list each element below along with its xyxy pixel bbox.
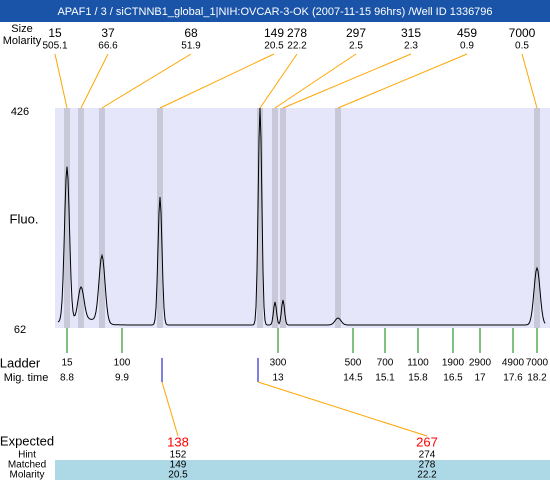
hint-label: Hint <box>18 450 36 461</box>
y-bottom-label: 62 <box>14 324 26 336</box>
peak-size: 7000 <box>509 26 536 40</box>
molarity-value: 20.5 <box>168 470 188 480</box>
expected-connector <box>161 381 179 437</box>
expected-value: 267 <box>416 434 438 449</box>
peak-band <box>257 108 263 328</box>
molarity-row <box>55 470 550 480</box>
peak-molarity: 0.5 <box>515 41 529 52</box>
mig-time: 13 <box>272 373 284 384</box>
expected-connector <box>257 381 428 437</box>
ladder-size: 15 <box>61 358 73 369</box>
mig-time: 15.1 <box>375 373 395 384</box>
peak-band <box>78 108 84 328</box>
peak-band <box>64 108 70 328</box>
plot-area <box>55 108 550 328</box>
peak-connector <box>282 53 412 109</box>
expected-label: Expected <box>0 433 54 448</box>
peak-band <box>534 108 540 328</box>
peak-molarity: 66.6 <box>98 41 118 52</box>
peak-size: 459 <box>457 26 477 40</box>
peak-size: 68 <box>184 26 198 40</box>
peak-size: 149 <box>264 26 284 40</box>
peak-band <box>272 108 278 328</box>
ladder-size: 4900 <box>502 358 525 369</box>
mig-time: 15.8 <box>408 373 428 384</box>
peak-band <box>99 108 105 328</box>
peak-size: 315 <box>401 26 421 40</box>
peak-molarity: 20.5 <box>264 41 284 52</box>
hint-value: 274 <box>419 450 436 461</box>
peak-connector <box>101 53 192 109</box>
ladder-size: 1900 <box>442 358 465 369</box>
peak-size: 37 <box>101 26 115 40</box>
peak-molarity: 2.5 <box>349 41 363 52</box>
expected-value: 138 <box>167 434 189 449</box>
matched-label: Matched <box>8 460 46 471</box>
y-top-label: 426 <box>11 106 29 118</box>
ladder-size: 100 <box>114 358 131 369</box>
peak-molarity: 505.1 <box>42 41 67 52</box>
peak-connector <box>274 53 357 109</box>
peak-size: 278 <box>287 26 307 40</box>
peak-molarity: 2.3 <box>404 41 418 52</box>
y-axis-label: Fluo. <box>10 211 39 226</box>
title-bar <box>0 0 550 22</box>
matched-row <box>55 460 550 470</box>
ladder-size: 700 <box>377 358 394 369</box>
mig-time: 8.8 <box>60 373 74 384</box>
matched-value: 278 <box>419 460 436 471</box>
peak-connector <box>80 53 109 109</box>
ladder-size: 7000 <box>526 358 549 369</box>
peak-connector <box>259 53 298 109</box>
ladder-size: 2900 <box>469 358 492 369</box>
molarity-label: Molarity <box>3 35 42 47</box>
ladder-size: 500 <box>345 358 362 369</box>
hint-value: 152 <box>170 450 187 461</box>
peak-molarity: 22.2 <box>287 41 307 52</box>
peak-size: 297 <box>346 26 366 40</box>
peak-band <box>335 108 341 328</box>
peak-connector <box>521 53 538 109</box>
mig-time: 14.5 <box>343 373 363 384</box>
mig-time: 17 <box>474 373 486 384</box>
peak-band <box>280 108 286 328</box>
peak-connector <box>159 53 275 109</box>
trace <box>57 107 546 326</box>
molarity-value: 22.2 <box>417 470 437 480</box>
peak-connector <box>337 53 468 109</box>
peak-connector <box>54 53 68 109</box>
peak-band <box>157 108 163 328</box>
ladder-size: 300 <box>270 358 287 369</box>
mig-time-label: Mig. time <box>4 372 49 384</box>
title: APAF1 / 3 / siCTNNB1_global_1|NIH:OVCAR-… <box>57 6 492 18</box>
peak-molarity: 0.9 <box>460 41 474 52</box>
size-label: Size <box>11 23 32 35</box>
matched-value: 149 <box>170 460 187 471</box>
ladder-label: Ladder <box>0 355 41 370</box>
mig-time: 17.6 <box>503 373 523 384</box>
mig-time: 9.9 <box>115 373 129 384</box>
mig-time: 16.5 <box>443 373 463 384</box>
ladder-size: 1100 <box>407 358 429 369</box>
peak-size: 15 <box>48 26 62 40</box>
molarity-row-label: Molarity <box>9 470 44 480</box>
mig-time: 18.2 <box>527 373 547 384</box>
peak-molarity: 51.9 <box>181 41 201 52</box>
